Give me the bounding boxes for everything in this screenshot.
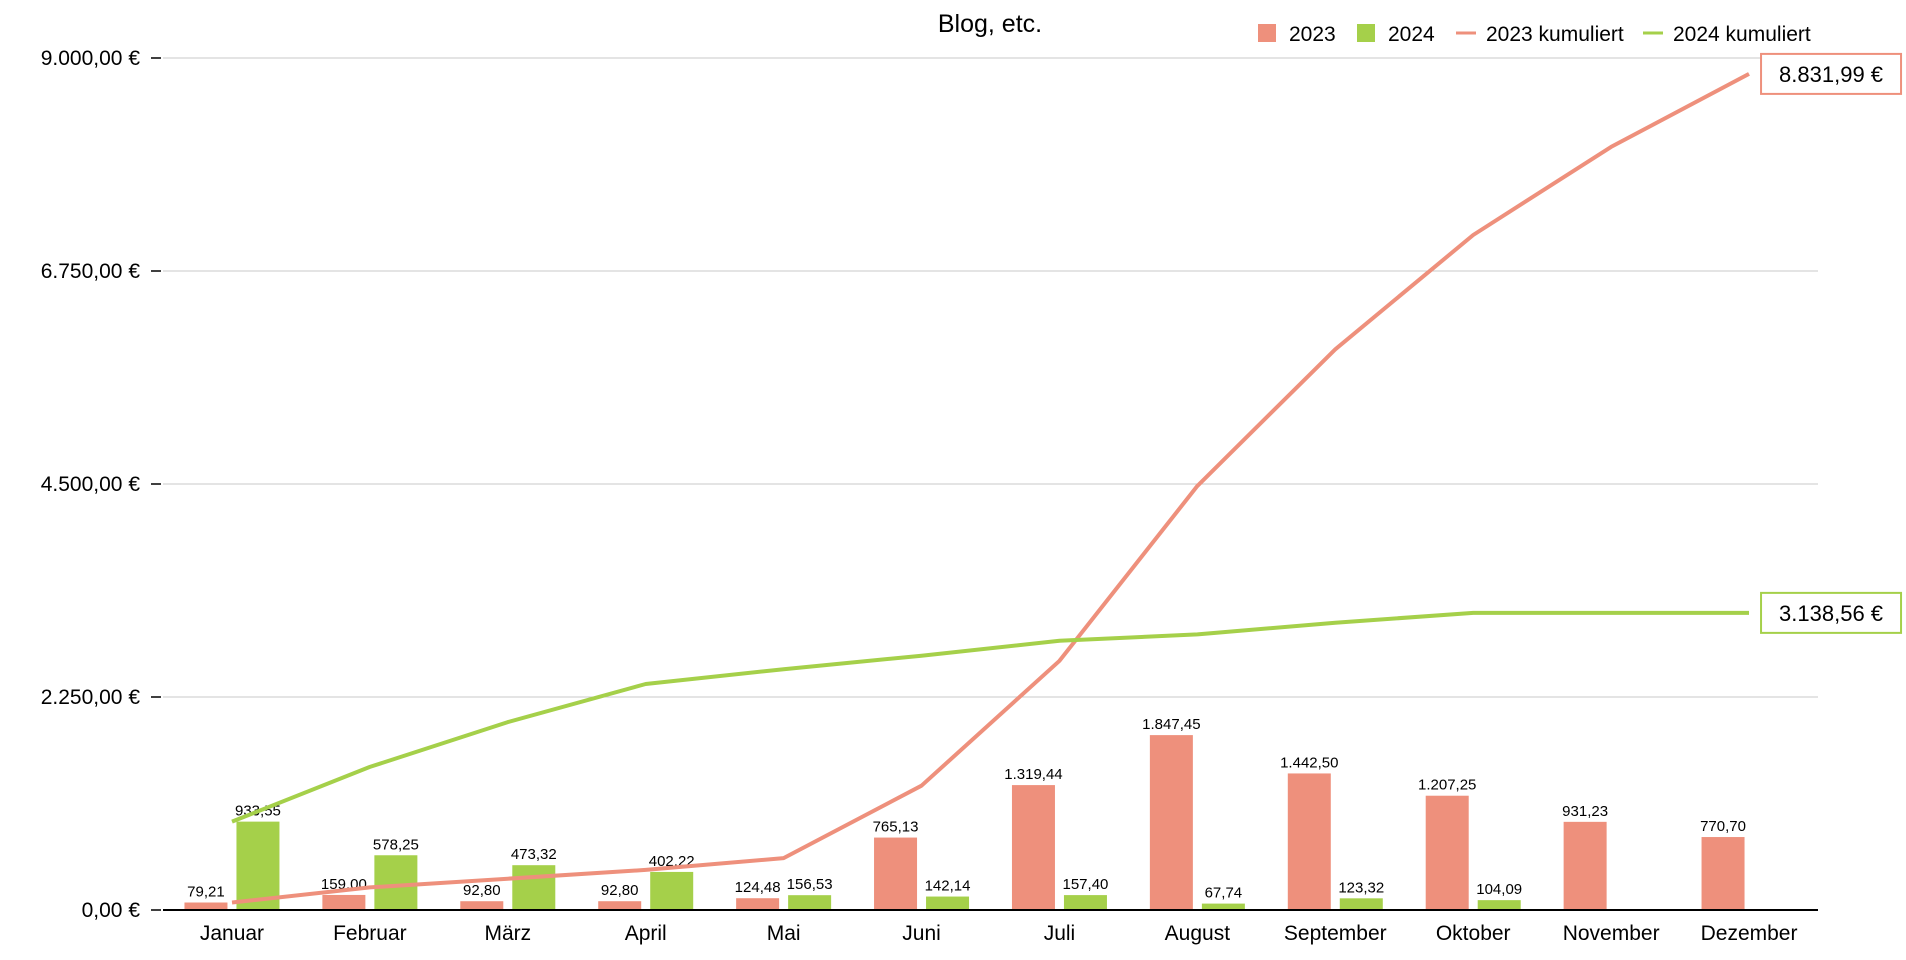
bar-value-label: 142,14 bbox=[925, 878, 971, 895]
bar-value-label: 931,23 bbox=[1562, 803, 1608, 820]
legend-swatch bbox=[1258, 24, 1276, 42]
bar-value-label: 1.319,44 bbox=[1004, 766, 1062, 783]
end-value-box bbox=[1760, 591, 1903, 634]
bar-2024 bbox=[788, 895, 832, 910]
bar-2023 bbox=[598, 901, 642, 910]
end-value-box bbox=[1760, 52, 1903, 95]
x-tick-label: Februar bbox=[333, 922, 407, 945]
end-value-label: 3.138,56 € bbox=[1779, 601, 1883, 626]
bar-value-label: 124,48 bbox=[735, 879, 781, 896]
legend-label: 2024 bbox=[1388, 23, 1435, 46]
bar-2024 bbox=[236, 821, 280, 910]
x-tick-label: April bbox=[625, 922, 667, 945]
x-tick-label: Mai bbox=[767, 922, 801, 945]
bar-value-label: 156,53 bbox=[787, 876, 833, 893]
y-tick-label: 9.000,00 € bbox=[41, 47, 141, 70]
bar-value-label: 770,70 bbox=[1700, 818, 1746, 835]
x-tick-label: Dezember bbox=[1701, 922, 1798, 945]
bar-value-label: 473,32 bbox=[511, 846, 557, 863]
bar-2023 bbox=[1287, 773, 1331, 910]
bar-2024 bbox=[512, 865, 556, 910]
line-2024 kumuliert bbox=[231, 610, 1749, 824]
bar-2024 bbox=[926, 896, 970, 910]
y-tick-label: 0,00 € bbox=[82, 899, 141, 922]
legend-label: 2024 kumuliert bbox=[1673, 23, 1811, 46]
bar-2023 bbox=[1011, 785, 1055, 910]
y-tick-label: 2.250,00 € bbox=[41, 686, 141, 709]
bar-value-label: 79,21 bbox=[187, 884, 225, 901]
bar-2024 bbox=[1339, 898, 1383, 910]
legend-label: 2023 bbox=[1289, 23, 1336, 46]
bar-2024 bbox=[1477, 900, 1521, 910]
bar-2024 bbox=[1063, 895, 1107, 910]
bar-value-label: 104,09 bbox=[1476, 881, 1522, 898]
bar-2023 bbox=[1701, 837, 1745, 910]
bar-2023 bbox=[736, 898, 780, 910]
bar-2023 bbox=[874, 837, 918, 910]
bar-2024 bbox=[1201, 903, 1245, 910]
bar-2023 bbox=[322, 894, 366, 910]
bar-value-label: 1.847,45 bbox=[1142, 716, 1200, 733]
legend-swatch bbox=[1357, 24, 1375, 42]
x-tick-label: Januar bbox=[200, 922, 264, 945]
bar-2024 bbox=[650, 871, 694, 910]
bar-2024 bbox=[374, 855, 418, 910]
bar-2023 bbox=[1425, 795, 1469, 910]
legend-label: 2023 kumuliert bbox=[1486, 23, 1624, 46]
x-tick-label: Juli bbox=[1044, 922, 1076, 945]
x-tick-label: November bbox=[1563, 922, 1660, 945]
bar-2023 bbox=[184, 902, 228, 910]
bar-value-label: 1.442,50 bbox=[1280, 754, 1338, 771]
bar-2023 bbox=[1563, 821, 1607, 910]
bar-value-label: 92,80 bbox=[601, 882, 639, 899]
x-tick-label: Juni bbox=[902, 922, 941, 945]
x-tick-label: August bbox=[1165, 922, 1231, 945]
bar-value-label: 67,74 bbox=[1205, 885, 1243, 902]
line-2023 kumuliert bbox=[231, 72, 1750, 905]
bar-value-label: 578,25 bbox=[373, 836, 419, 853]
end-value-label: 8.831,99 € bbox=[1779, 62, 1883, 87]
bar-value-label: 765,13 bbox=[873, 819, 919, 836]
bar-value-label: 123,32 bbox=[1338, 879, 1384, 896]
bar-value-label: 157,40 bbox=[1063, 876, 1109, 893]
bar-2023 bbox=[460, 901, 504, 910]
y-tick-label: 6.750,00 € bbox=[41, 260, 141, 283]
bar-value-label: 92,80 bbox=[463, 882, 501, 899]
x-tick-label: September bbox=[1284, 922, 1387, 945]
bar-value-label: 1.207,25 bbox=[1418, 777, 1476, 794]
x-tick-label: März bbox=[484, 922, 531, 945]
x-tick-label: Oktober bbox=[1436, 922, 1511, 945]
bar-2023 bbox=[1149, 735, 1193, 910]
chart-title: Blog, etc. bbox=[938, 10, 1042, 38]
y-tick-label: 4.500,00 € bbox=[41, 473, 141, 496]
